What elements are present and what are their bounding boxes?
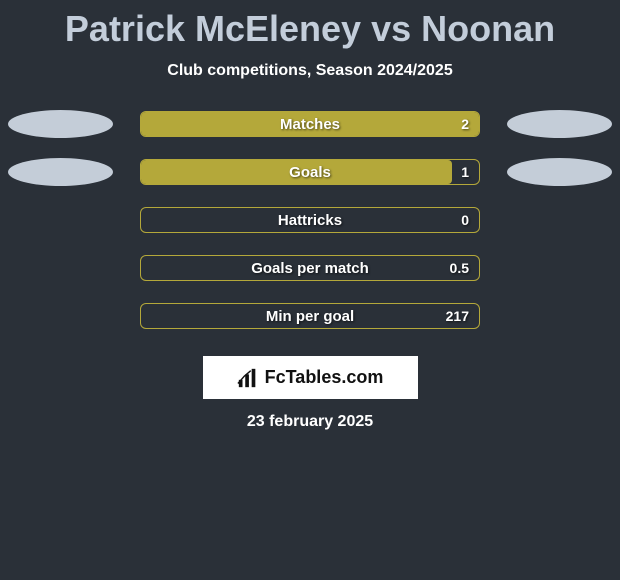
stat-value: 0 (461, 208, 469, 232)
stat-label: Goals (141, 160, 479, 184)
left-player-oval (8, 110, 113, 138)
stat-row: Goals per match0.5 (0, 254, 620, 282)
stat-bar: Goals1 (140, 159, 480, 185)
stat-row: Goals1 (0, 158, 620, 186)
comparison-widget: Patrick McEleney vs Noonan Club competit… (0, 0, 620, 431)
stat-bar: Min per goal217 (140, 303, 480, 329)
date-label: 23 february 2025 (247, 413, 373, 431)
stat-row: Matches2 (0, 110, 620, 138)
subtitle: Club competitions, Season 2024/2025 (167, 62, 452, 110)
right-player-oval (507, 158, 612, 186)
right-player-oval (507, 110, 612, 138)
stat-row: Min per goal217 (0, 302, 620, 330)
stat-bar: Matches2 (140, 111, 480, 137)
logo-text: FcTables.com (265, 367, 384, 388)
stat-value: 2 (461, 112, 469, 136)
stat-label: Matches (141, 112, 479, 136)
left-player-oval (8, 158, 113, 186)
stat-label: Min per goal (141, 304, 479, 328)
stat-bar: Goals per match0.5 (140, 255, 480, 281)
page-title: Patrick McEleney vs Noonan (65, 0, 555, 62)
bar-chart-icon (237, 367, 259, 389)
stat-row: Hattricks0 (0, 206, 620, 234)
site-logo[interactable]: FcTables.com (203, 356, 418, 399)
stat-label: Goals per match (141, 256, 479, 280)
stats-rows: Matches2Goals1Hattricks0Goals per match0… (0, 110, 620, 350)
stat-bar: Hattricks0 (140, 207, 480, 233)
stat-value: 217 (446, 304, 469, 328)
stat-value: 1 (461, 160, 469, 184)
stat-label: Hattricks (141, 208, 479, 232)
stat-value: 0.5 (450, 256, 469, 280)
